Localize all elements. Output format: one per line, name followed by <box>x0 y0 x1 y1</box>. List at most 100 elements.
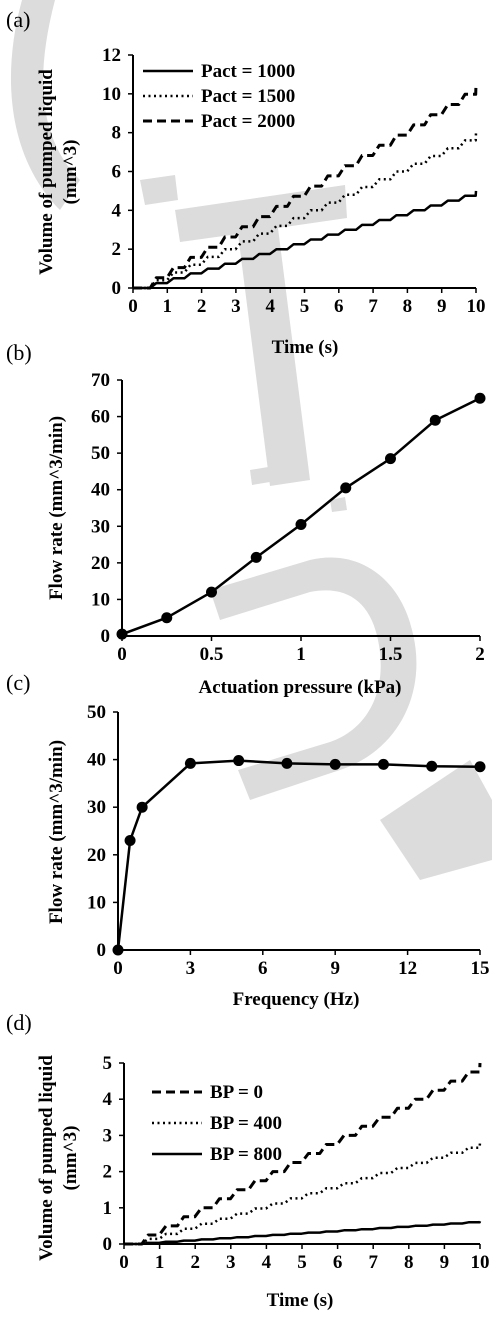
y-tick-label: 10 <box>87 892 106 913</box>
data-point <box>295 518 307 530</box>
x-tick-label: 5 <box>297 1252 307 1273</box>
data-point <box>112 944 124 956</box>
y-tick-label: 6 <box>112 162 122 183</box>
x-tick-label: 9 <box>330 958 340 979</box>
x-axis-label: Actuation pressure (kPa) <box>198 677 401 698</box>
x-tick-label: 0 <box>113 958 123 979</box>
x-tick-label: 1 <box>296 644 306 665</box>
x-tick-label: 0 <box>119 1252 129 1273</box>
data-point <box>184 757 196 769</box>
x-tick-label: 1 <box>163 296 173 317</box>
x-tick-label: 1 <box>155 1252 165 1273</box>
series-line <box>124 1220 482 1246</box>
chart-panel-d: (d) 0 1 2 3 4 5 6 7 8 9 10 0 1 2 3 4 5 Time (s) Volume of p… <box>6 1010 490 1311</box>
y-tick-label: 10 <box>91 589 110 610</box>
x-tick-label: 9 <box>440 1252 450 1273</box>
panel-label: (c) <box>6 670 30 695</box>
series-line <box>116 759 481 951</box>
x-tick-label: 10 <box>467 296 486 317</box>
x-tick-label: 2 <box>190 1252 200 1273</box>
series-line <box>133 132 478 290</box>
x-axis-label: Time (s) <box>272 337 339 358</box>
y-tick-label: 1 <box>103 1198 113 1219</box>
y-tick-label: 20 <box>87 845 106 866</box>
series-line <box>133 190 478 290</box>
y-tick-label: 50 <box>91 443 110 464</box>
x-tick-label: 10 <box>471 1252 490 1273</box>
y-tick-label: 0 <box>103 1234 113 1255</box>
x-tick-label: 8 <box>403 296 413 317</box>
x-tick-label: 3 <box>186 958 196 979</box>
y-axis-label: Volume of pumped liquid <box>36 69 57 275</box>
chart-panel-c: (c) 0 3 6 9 12 15 0 10 20 30 40 50 Frequency (Hz) Flow… <box>6 670 490 1010</box>
panel-label: (d) <box>6 1010 32 1035</box>
data-point <box>474 392 486 404</box>
data-point <box>385 453 396 465</box>
x-tick-label: 6 <box>334 296 344 317</box>
series-line <box>124 1142 482 1246</box>
data-point <box>250 551 262 563</box>
y-tick-label: 30 <box>91 516 110 537</box>
legend-entry: Pact = 2000 <box>201 111 295 132</box>
y-tick-label: 0 <box>97 940 107 961</box>
x-tick-label: 4 <box>262 1252 272 1273</box>
x-tick-label: 1.5 <box>379 644 403 665</box>
data-point <box>206 586 217 598</box>
series-line <box>124 1062 482 1246</box>
x-axis-label: Time (s) <box>267 1290 334 1311</box>
watermark <box>10 0 492 880</box>
y-axis-label: (mm^3) <box>60 1126 81 1191</box>
x-tick-label: 2 <box>475 644 485 665</box>
x-tick-label: 9 <box>437 296 447 317</box>
data-point <box>281 757 293 769</box>
y-tick-label: 12 <box>102 45 121 66</box>
data-point <box>426 760 438 772</box>
x-tick-label: 3 <box>231 296 241 317</box>
data-point <box>340 482 352 494</box>
legend-entry: BP = 800 <box>210 1144 282 1165</box>
x-tick-label: 6 <box>258 958 268 979</box>
legend-entry: Pact = 1000 <box>201 61 295 82</box>
data-point <box>233 755 245 767</box>
y-tick-label: 50 <box>87 702 106 723</box>
y-tick-label: 2 <box>112 239 122 260</box>
x-tick-label: 6 <box>333 1252 343 1273</box>
y-tick-label: 20 <box>91 553 110 574</box>
x-tick-label: 15 <box>471 958 490 979</box>
y-tick-label: 8 <box>112 123 122 144</box>
x-tick-label: 5 <box>300 296 310 317</box>
data-point <box>474 761 486 773</box>
data-point <box>429 414 441 426</box>
x-tick-label: 12 <box>398 958 417 979</box>
x-tick-label: 7 <box>368 1252 378 1273</box>
y-tick-label: 5 <box>103 1053 113 1074</box>
data-point <box>161 612 173 624</box>
legend-entry: Pact = 1500 <box>201 86 295 107</box>
data-point <box>116 628 128 640</box>
x-axis-label: Frequency (Hz) <box>233 989 360 1010</box>
x-tick-label: 0.5 <box>200 644 224 665</box>
x-tick-label: 0 <box>128 296 138 317</box>
panel-label: (b) <box>6 340 32 365</box>
x-tick-label: 7 <box>368 296 378 317</box>
y-tick-label: 3 <box>103 1125 113 1146</box>
x-tick-label: 8 <box>404 1252 414 1273</box>
y-axis-label: Volume of pumped liquid <box>36 1055 57 1261</box>
panel-label: (a) <box>6 7 30 32</box>
y-axis-label: (mm^3) <box>60 140 81 205</box>
y-tick-label: 30 <box>87 797 106 818</box>
y-tick-label: 4 <box>103 1089 113 1110</box>
legend-entry: BP = 0 <box>210 1082 263 1103</box>
y-tick-label: 4 <box>112 200 122 221</box>
x-tick-label: 2 <box>197 296 207 317</box>
y-axis-label: Flow rate (mm^3/min) <box>46 740 67 924</box>
y-tick-label: 70 <box>91 370 110 391</box>
y-tick-label: 2 <box>103 1162 113 1183</box>
y-axis-label: Flow rate (mm^3/min) <box>46 416 67 600</box>
x-tick-label: 0 <box>117 644 127 665</box>
y-tick-label: 40 <box>91 480 110 501</box>
y-tick-label: 60 <box>91 407 110 428</box>
